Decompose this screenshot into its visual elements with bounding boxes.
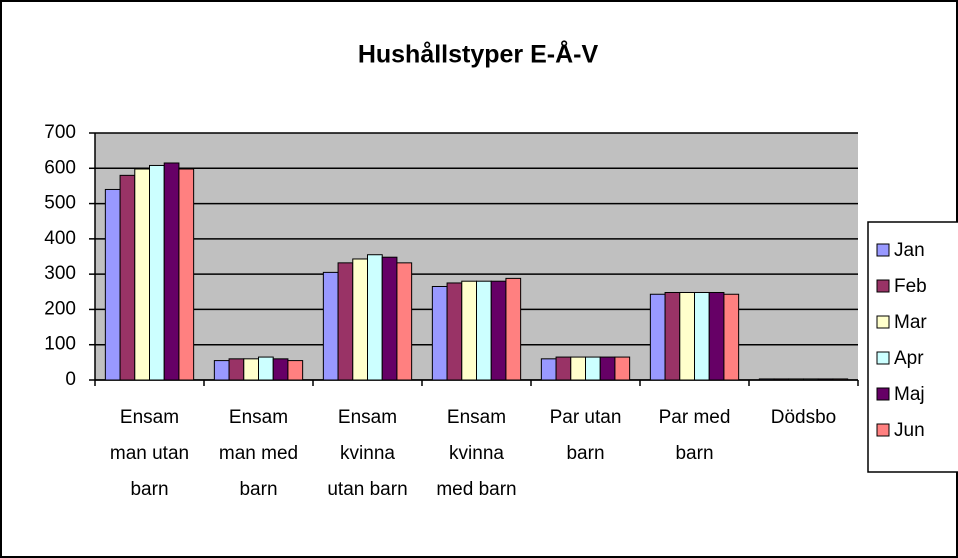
bar	[476, 280, 492, 381]
x-tick-label: Par med barn	[658, 407, 731, 464]
bar	[119, 174, 136, 381]
bar	[322, 271, 339, 381]
bar	[149, 164, 165, 381]
bar	[708, 291, 725, 381]
bar	[788, 378, 804, 381]
bar	[134, 168, 151, 381]
bar	[570, 356, 586, 381]
legend-label: Jun	[894, 420, 925, 441]
x-tick-label: Ensam man med barn	[218, 407, 299, 500]
bar	[505, 277, 522, 381]
y-tick-label: 0	[65, 369, 76, 390]
bar	[446, 282, 463, 381]
legend-label: Mar	[894, 312, 927, 333]
bar	[367, 254, 383, 381]
y-tick-label: 200	[44, 298, 76, 319]
bar	[461, 280, 478, 381]
bar	[213, 360, 230, 381]
y-tick-label: 700	[44, 122, 76, 143]
bar	[540, 358, 557, 381]
bar	[803, 378, 819, 381]
chart-title: Hushållstyper E-Å-V	[358, 40, 599, 69]
bar	[287, 360, 304, 381]
legend-swatch	[876, 423, 890, 437]
bar	[773, 378, 790, 381]
bar	[272, 358, 289, 381]
bar	[664, 291, 681, 381]
x-tick-label: Dödsbo	[770, 407, 837, 428]
y-tick-label: 100	[44, 334, 76, 355]
bar	[555, 356, 572, 381]
bar	[490, 280, 507, 381]
x-tick-label: Ensam man utan barn	[109, 407, 190, 500]
bar	[228, 358, 245, 381]
bar	[679, 291, 695, 381]
legend-swatch	[876, 243, 890, 257]
y-tick-label: 600	[44, 157, 76, 178]
y-tick-label: 300	[44, 263, 76, 284]
bar	[431, 285, 448, 381]
bar	[832, 378, 849, 381]
bar	[817, 378, 834, 381]
bar	[337, 262, 354, 381]
bar	[178, 168, 195, 381]
bar	[104, 188, 121, 381]
y-tick-label: 500	[44, 193, 76, 214]
x-tick-label: Ensam kvinna med barn	[436, 407, 517, 500]
bar	[758, 378, 775, 381]
bar	[599, 356, 616, 381]
bar	[614, 356, 631, 381]
bar	[163, 162, 180, 381]
y-tick-label: 400	[44, 228, 76, 249]
legend-swatch	[876, 315, 890, 329]
bar	[258, 356, 274, 381]
bar	[694, 291, 710, 381]
legend-label: Maj	[894, 384, 925, 405]
x-tick-label: Ensam kvinna utan barn	[327, 407, 408, 500]
bar	[649, 293, 666, 381]
legend-label: Feb	[894, 276, 927, 297]
bar	[243, 358, 260, 381]
legend-swatch	[876, 279, 890, 293]
legend-swatch	[876, 387, 890, 401]
legend-swatch	[876, 351, 890, 365]
bar	[585, 356, 601, 381]
bar	[396, 262, 413, 381]
bar	[723, 293, 740, 381]
x-tick-label: Par utan barn	[549, 407, 622, 464]
legend-label: Apr	[894, 348, 924, 369]
bar	[352, 258, 369, 381]
bar	[381, 256, 398, 381]
legend-label: Jan	[894, 240, 925, 261]
